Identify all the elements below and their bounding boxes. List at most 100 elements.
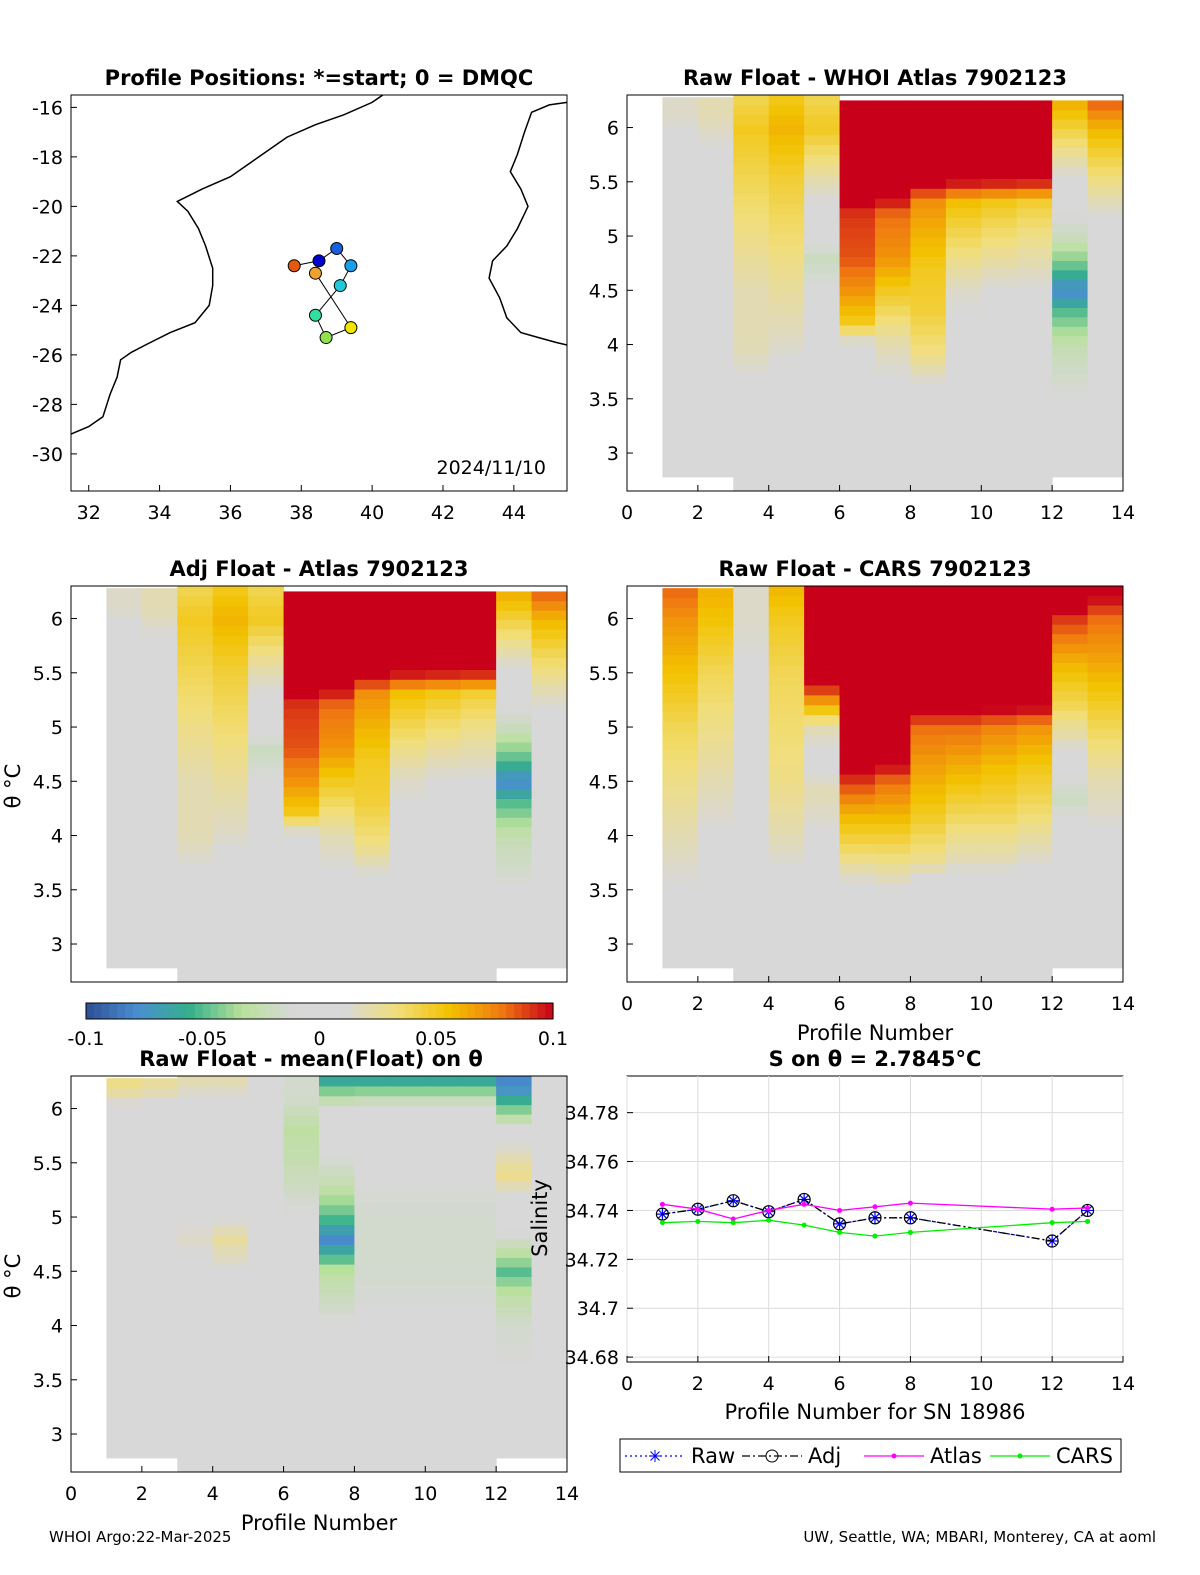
mean-cell — [354, 1402, 391, 1414]
adj-cell — [248, 793, 285, 805]
mean-cell — [496, 1438, 533, 1449]
cars-cell — [662, 597, 699, 608]
adj-cell — [460, 864, 497, 876]
mean-cell — [354, 1115, 391, 1126]
cars-cell — [839, 595, 876, 607]
adj-cell — [177, 595, 214, 607]
colorbar-swatch — [521, 1003, 531, 1019]
atlas-cell — [839, 129, 876, 140]
atlas-cell — [945, 168, 982, 180]
atlas-cell — [945, 129, 982, 140]
atlas-cell — [839, 442, 876, 453]
mean-cell — [106, 1163, 143, 1174]
adj-cell — [319, 796, 355, 807]
series-point-atlas — [1085, 1205, 1091, 1211]
mean-cell — [425, 1076, 462, 1087]
atlas-cell — [1052, 175, 1089, 186]
cars-cell — [804, 784, 841, 795]
adj-cell — [425, 933, 462, 944]
cars-cell — [839, 833, 876, 844]
mean-cell — [354, 1214, 391, 1225]
atlas-cell — [697, 258, 734, 269]
cars-cell — [697, 844, 734, 855]
adj-cell — [319, 923, 355, 934]
atlas-cell — [1052, 241, 1089, 252]
adj-cell — [460, 913, 497, 924]
atlas-cell — [1016, 266, 1053, 277]
atlas-cell — [804, 362, 841, 373]
adj-cell — [106, 588, 143, 599]
cars-cell — [768, 675, 805, 686]
atlas-cell — [945, 198, 982, 209]
adj-cell — [460, 816, 497, 827]
adj-cell — [106, 778, 143, 789]
mean-cell — [354, 1244, 391, 1255]
ylabel-theta-adj: θ °C — [1, 764, 25, 809]
cars-cell — [1016, 744, 1053, 755]
atlas-cell — [1087, 458, 1124, 468]
cars-cell — [697, 825, 734, 836]
mean-cell — [248, 1392, 285, 1404]
mean-cell — [531, 1400, 568, 1411]
colorbar-swatch — [288, 1003, 297, 1019]
atlas-cell — [945, 256, 982, 267]
mean-cell — [106, 1135, 143, 1146]
adj-cell — [319, 825, 355, 837]
mean-cell — [177, 1234, 214, 1245]
adj-cell — [354, 884, 391, 895]
cars-cell — [1052, 834, 1089, 845]
mean-cell — [531, 1209, 568, 1220]
cars-cell — [910, 665, 947, 676]
cars-cell — [910, 595, 947, 607]
atlas-cell — [1016, 325, 1053, 336]
adj-cell — [496, 732, 533, 743]
atlas-cell — [768, 421, 805, 433]
mean-cell — [248, 1373, 285, 1384]
atlas-cell — [697, 144, 734, 155]
mean-cell — [354, 1085, 391, 1097]
cars-cell — [981, 892, 1018, 904]
adj-cell — [248, 813, 285, 825]
cars-cell — [662, 806, 699, 817]
cars-cell — [662, 834, 699, 845]
mean-cell — [141, 1116, 178, 1127]
adj-cell — [389, 747, 426, 758]
atlas-cell — [839, 276, 876, 287]
cars-cell — [1016, 586, 1053, 597]
series-point-cars — [801, 1222, 807, 1228]
mean-cell — [141, 1097, 178, 1108]
mean-cell — [460, 1264, 497, 1275]
adj-cell — [283, 874, 320, 885]
cars-cell — [981, 744, 1018, 755]
adj-cell — [319, 718, 355, 729]
atlas-cell — [697, 410, 734, 421]
cars-cell — [697, 778, 734, 789]
adj-cell — [531, 694, 568, 705]
adj-cell — [389, 737, 426, 749]
cars-cell — [1016, 694, 1053, 706]
atlas-cell — [981, 188, 1018, 199]
series-point-atlas — [1049, 1206, 1055, 1212]
mean-cell — [177, 1105, 214, 1117]
mean-cell — [496, 1362, 533, 1373]
adj-cell — [496, 610, 533, 621]
atlas-cell — [804, 322, 841, 334]
mean-cell — [460, 1115, 497, 1126]
atlas-cell — [768, 263, 805, 274]
cars-cell — [662, 778, 699, 789]
atlas-cell — [910, 178, 947, 189]
atlas-cell — [733, 302, 770, 314]
series-point-raw — [727, 1194, 740, 1207]
atlas-cell — [804, 233, 841, 244]
adj-cell — [389, 972, 426, 983]
map-xtick-label: 40 — [360, 502, 384, 524]
mean-cell — [248, 1402, 285, 1414]
cars-ytick-label: 3 — [607, 934, 619, 956]
adj-cell — [460, 884, 497, 895]
mean-xtick-label: 2 — [136, 1483, 148, 1505]
atlas-cell — [768, 114, 805, 126]
mean-cell — [354, 1313, 391, 1324]
mean-cell — [283, 1323, 320, 1334]
cars-cell — [1052, 624, 1089, 635]
cars-cell — [804, 635, 841, 646]
